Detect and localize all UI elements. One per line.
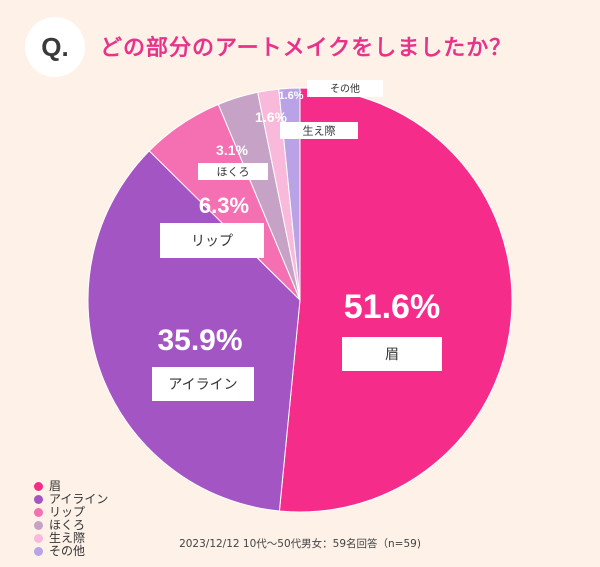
legend-item-0: 眉 bbox=[34, 480, 108, 493]
category-label-4: 生え際 bbox=[303, 123, 336, 137]
category-box-0 bbox=[342, 337, 442, 371]
value-label-2: 6.3% bbox=[199, 193, 249, 218]
legend: 眉アイライン リップ ほくろ 生え際 その他 bbox=[34, 480, 108, 558]
legend-item-1: アイライン bbox=[34, 493, 108, 506]
category-box-1 bbox=[152, 367, 254, 401]
value-label-5: 1.6% bbox=[278, 90, 303, 102]
category-box-2 bbox=[160, 223, 264, 258]
category-box-5 bbox=[307, 80, 383, 97]
legend-label-5: その他 bbox=[49, 544, 86, 558]
survey-footnote: 2023/12/12 10代〜50代男女：59名回答（n=59) bbox=[179, 538, 421, 550]
legend-swatch-1 bbox=[34, 495, 43, 504]
value-label-3: 3.1% bbox=[216, 142, 248, 158]
legend-swatch-0 bbox=[34, 482, 43, 491]
legend-item-5: その他 bbox=[34, 545, 108, 558]
legend-swatch-4 bbox=[34, 534, 43, 543]
category-label-0: 眉 bbox=[385, 347, 399, 363]
legend-label-1: アイライン bbox=[49, 492, 109, 506]
legend-label-0: 眉 bbox=[49, 479, 62, 493]
category-label-1: アイライン bbox=[168, 377, 237, 393]
category-label-2: リップ bbox=[191, 234, 233, 250]
pie-slice-1 bbox=[87, 150, 301, 512]
legend-swatch-2 bbox=[34, 508, 43, 517]
chart-title: どの部分のアートメイクをしましたか？ bbox=[100, 36, 513, 61]
category-label-5: その他 bbox=[330, 82, 360, 95]
legend-label-2: リップ bbox=[49, 505, 86, 519]
category-box-4 bbox=[280, 122, 358, 139]
pie-slice-5 bbox=[278, 87, 301, 301]
category-box-3 bbox=[198, 163, 268, 180]
value-label-1: 35.9% bbox=[157, 324, 242, 357]
legend-swatch-3 bbox=[34, 521, 43, 530]
legend-swatch-5 bbox=[34, 547, 43, 556]
legend-label-3: ほくろ bbox=[49, 518, 86, 532]
question-badge: Q. bbox=[25, 17, 85, 77]
value-label-0: 51.6% bbox=[344, 288, 440, 326]
legend-item-3: ほくろ bbox=[34, 519, 108, 532]
legend-label-4: 生え際 bbox=[49, 531, 86, 545]
legend-item-4: 生え際 bbox=[34, 532, 108, 545]
pie-slice-0 bbox=[278, 87, 513, 513]
value-label-4: 1.6% bbox=[255, 109, 287, 125]
legend-item-2: リップ bbox=[34, 506, 108, 519]
category-label-3: ほくろ bbox=[217, 165, 250, 178]
